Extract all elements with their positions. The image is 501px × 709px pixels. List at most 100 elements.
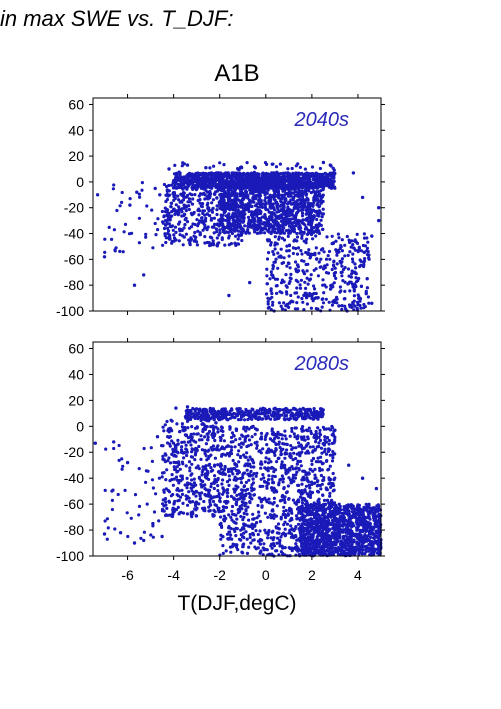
data-point — [273, 406, 277, 410]
data-point — [174, 508, 178, 512]
data-point — [205, 173, 209, 177]
data-point — [263, 231, 267, 235]
data-point — [266, 515, 270, 519]
data-point — [307, 181, 311, 185]
data-point — [193, 409, 197, 413]
data-point — [186, 411, 191, 415]
data-point — [205, 458, 209, 462]
data-point — [219, 416, 223, 420]
data-point — [305, 184, 309, 188]
data-point — [203, 475, 207, 479]
data-point — [295, 231, 299, 236]
data-point — [227, 412, 231, 417]
data-point — [282, 417, 286, 421]
data-point — [300, 177, 304, 181]
data-point — [309, 429, 313, 433]
data-point — [233, 445, 237, 449]
data-point — [273, 436, 277, 441]
data-point — [261, 484, 265, 488]
data-point — [229, 533, 233, 537]
data-point — [314, 440, 318, 444]
data-point — [251, 538, 255, 542]
data-point — [278, 204, 282, 208]
data-point — [275, 460, 279, 464]
data-point — [318, 438, 323, 442]
data-point — [300, 478, 304, 482]
data-point — [269, 536, 273, 540]
data-point — [289, 444, 293, 448]
figure-header: in max SWE vs. T_DJF: — [0, 6, 234, 31]
data-point — [245, 551, 250, 556]
data-point — [255, 443, 259, 448]
data-point — [202, 499, 206, 504]
data-point — [240, 507, 244, 511]
data-point — [282, 486, 286, 490]
data-point — [262, 548, 266, 552]
data-point — [246, 458, 250, 462]
data-point — [192, 481, 196, 485]
data-point — [330, 498, 334, 502]
data-point — [216, 417, 220, 421]
data-point — [256, 546, 260, 550]
data-point — [300, 482, 304, 486]
data-point — [309, 225, 314, 229]
data-point — [264, 411, 268, 415]
data-point — [272, 513, 276, 517]
data-point — [266, 466, 270, 470]
data-point — [320, 407, 324, 412]
data-point — [321, 493, 325, 497]
data-point — [251, 526, 255, 531]
data-point — [240, 491, 244, 495]
data-point — [260, 505, 264, 509]
data-point — [258, 178, 262, 182]
data-point — [266, 533, 270, 537]
data-point — [211, 413, 215, 418]
data-point — [288, 434, 292, 438]
data-point — [184, 443, 188, 447]
data-point — [314, 171, 318, 175]
data-point — [223, 472, 227, 476]
data-point — [324, 427, 328, 431]
data-point — [285, 408, 289, 412]
data-point — [248, 409, 252, 414]
data-point — [230, 431, 235, 435]
data-point — [209, 453, 213, 457]
data-point — [324, 452, 329, 456]
data-point — [331, 453, 335, 457]
data-point — [233, 543, 237, 547]
data-point — [223, 171, 228, 175]
data-point — [246, 524, 250, 528]
data-point — [207, 477, 211, 481]
data-point — [219, 537, 223, 541]
data-point — [242, 171, 246, 175]
data-point — [283, 500, 287, 505]
data-point — [180, 422, 184, 426]
data-point — [206, 438, 210, 442]
data-point — [323, 435, 327, 439]
data-point — [332, 488, 336, 492]
data-point — [229, 177, 233, 181]
data-point — [282, 411, 286, 415]
data-point — [242, 497, 246, 501]
data-point — [288, 468, 292, 472]
data-point — [236, 548, 240, 552]
data-point — [258, 529, 262, 533]
data-point — [327, 177, 331, 181]
data-point — [287, 497, 291, 501]
data-point — [296, 522, 301, 526]
data-point — [270, 429, 274, 433]
data-point — [210, 172, 214, 176]
data-point — [245, 512, 249, 516]
data-point — [239, 445, 243, 449]
data-point — [251, 414, 255, 418]
data-point — [198, 494, 202, 498]
data-point — [303, 488, 307, 492]
data-point — [284, 197, 288, 201]
data-point — [310, 413, 314, 417]
data-point — [321, 177, 325, 181]
data-point — [171, 483, 175, 487]
data-point — [301, 174, 306, 178]
data-point — [293, 178, 298, 182]
data-point — [247, 478, 251, 482]
